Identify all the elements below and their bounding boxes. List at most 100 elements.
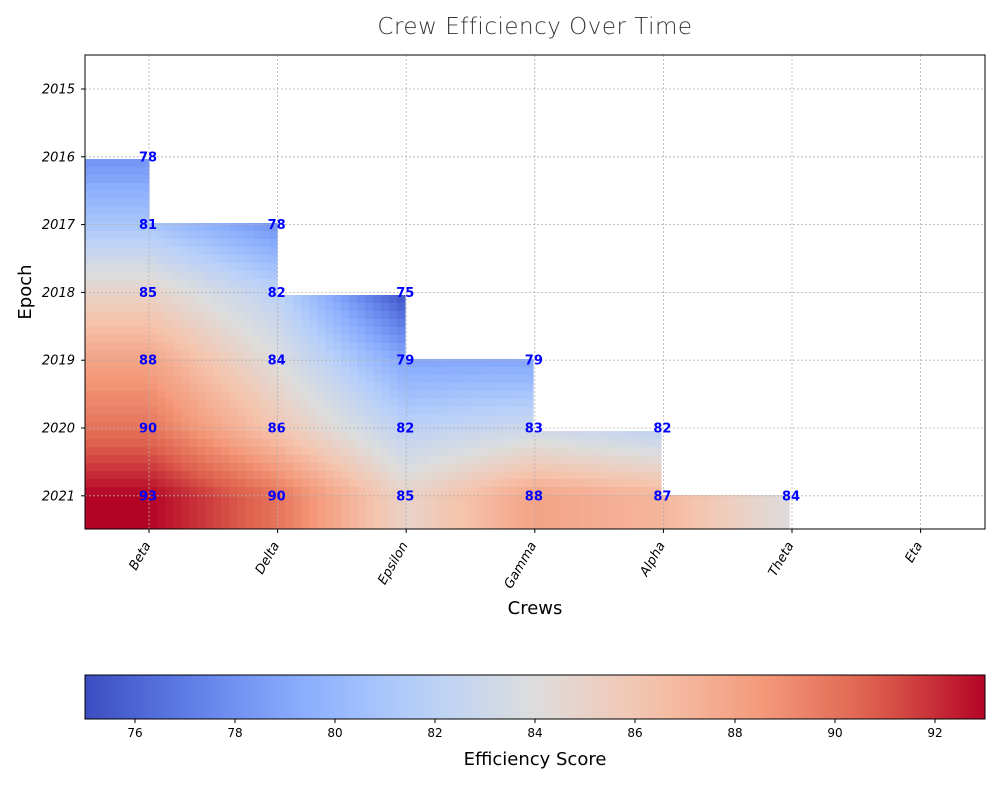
- heatmap-cell: [181, 295, 190, 304]
- heatmap-cell: [141, 351, 150, 360]
- heatmap-cell: [85, 311, 94, 320]
- heatmap-cell: [381, 423, 390, 432]
- heatmap-cell: [125, 375, 134, 384]
- heatmap-cell: [357, 455, 366, 464]
- heatmap-cell: [117, 375, 126, 384]
- heatmap-cell: [325, 383, 334, 392]
- heatmap-cell: [629, 519, 638, 528]
- heatmap-cell: [189, 271, 198, 280]
- heatmap-cell: [125, 207, 134, 216]
- heatmap-cell: [181, 231, 190, 240]
- heatmap-cell: [341, 359, 350, 368]
- heatmap-cell: [245, 471, 254, 480]
- heatmap-cell: [405, 399, 414, 408]
- heatmap-cell: [333, 367, 342, 376]
- heatmap-cell: [221, 431, 230, 440]
- heatmap-cell: [349, 335, 358, 344]
- heatmap-cell: [133, 463, 142, 472]
- heatmap-cell: [333, 519, 342, 528]
- heatmap-cell: [269, 351, 278, 360]
- heatmap-cell: [197, 399, 206, 408]
- heatmap-cell: [165, 407, 174, 416]
- heatmap-cell: [709, 495, 718, 504]
- heatmap-cell: [613, 439, 622, 448]
- heatmap-cell: [637, 431, 646, 440]
- heatmap-cell: [149, 335, 158, 344]
- heatmap-cell: [525, 399, 534, 408]
- heatmap-cell: [141, 519, 150, 528]
- heatmap-cell: [525, 367, 534, 376]
- heatmap-cell: [181, 263, 190, 272]
- heatmap-cell: [333, 471, 342, 480]
- heatmap-cell: [445, 495, 454, 504]
- heatmap-cell: [381, 327, 390, 336]
- heatmap-cell: [621, 439, 630, 448]
- heatmap-cell: [509, 359, 518, 368]
- heatmap-cell: [269, 431, 278, 440]
- heatmap-cell: [285, 399, 294, 408]
- heatmap-cell: [469, 503, 478, 512]
- heatmap-cell: [237, 495, 246, 504]
- heatmap-cell: [133, 167, 142, 176]
- heatmap-cell: [453, 439, 462, 448]
- heatmap-cell: [469, 439, 478, 448]
- heatmap-cell: [125, 199, 134, 208]
- heatmap-cell: [141, 175, 150, 184]
- heatmap-cell: [389, 391, 398, 400]
- heatmap-cell: [253, 343, 262, 352]
- heatmap-cell: [101, 279, 110, 288]
- heatmap-cell: [317, 479, 326, 488]
- heatmap-cell: [85, 207, 94, 216]
- heatmap-cell: [101, 471, 110, 480]
- heatmap-cell: [517, 447, 526, 456]
- heatmap-cell: [309, 367, 318, 376]
- heatmap-cell: [221, 455, 230, 464]
- heatmap-cell: [205, 239, 214, 248]
- heatmap-cell: [133, 455, 142, 464]
- heatmap-cell: [629, 463, 638, 472]
- heatmap-cell: [733, 527, 742, 529]
- heatmap-cell: [437, 527, 446, 529]
- heatmap-cell: [373, 351, 382, 360]
- heatmap-cell: [541, 487, 550, 496]
- heatmap-cell: [517, 527, 526, 529]
- heatmap-cell: [589, 439, 598, 448]
- heatmap-cell: [173, 391, 182, 400]
- heatmap-cell: [197, 375, 206, 384]
- heatmap-cell: [181, 247, 190, 256]
- heatmap-cell: [469, 367, 478, 376]
- heatmap-cell: [573, 431, 582, 440]
- heatmap-cell: [165, 479, 174, 488]
- heatmap-cell: [501, 527, 510, 529]
- heatmap-cell: [133, 423, 142, 432]
- heatmap-cell: [101, 303, 110, 312]
- heatmap-cell: [285, 367, 294, 376]
- heatmap-cell: [245, 327, 254, 336]
- heatmap-cell: [181, 367, 190, 376]
- heatmap-cell: [93, 167, 102, 176]
- heatmap-cell: [189, 495, 198, 504]
- heatmap-cell: [173, 247, 182, 256]
- heatmap-cell: [165, 383, 174, 392]
- heatmap-cell: [221, 319, 230, 328]
- heatmap-cell: [277, 463, 286, 472]
- heatmap-cell: [413, 463, 422, 472]
- heatmap-cell: [317, 495, 326, 504]
- heatmap-cell: [245, 311, 254, 320]
- heatmap-cell: [117, 319, 126, 328]
- heatmap-cell: [445, 511, 454, 520]
- heatmap-cell: [261, 431, 270, 440]
- heatmap-cell: [373, 511, 382, 520]
- heatmap-cell: [493, 455, 502, 464]
- heatmap-cell: [493, 471, 502, 480]
- heatmap-cell: [133, 495, 142, 504]
- heatmap-cell: [149, 399, 158, 408]
- heatmap-cell: [205, 519, 214, 528]
- heatmap-cell: [205, 527, 214, 529]
- heatmap-cell: [525, 391, 534, 400]
- heatmap-cell: [253, 447, 262, 456]
- heatmap-cell: [309, 455, 318, 464]
- heatmap-cell: [413, 375, 422, 384]
- heatmap-cell: [589, 431, 598, 440]
- heatmap-cell: [597, 503, 606, 512]
